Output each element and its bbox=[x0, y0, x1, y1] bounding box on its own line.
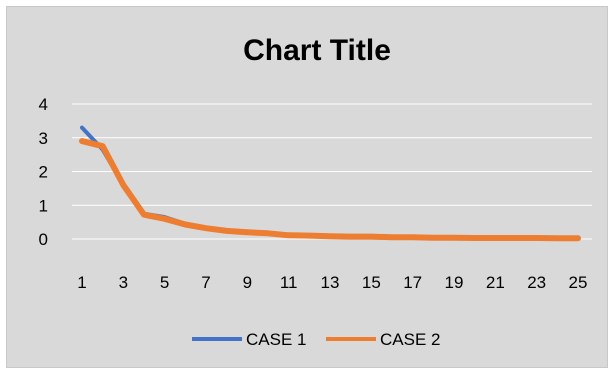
x-tick-label: 9 bbox=[243, 273, 252, 292]
chart-title: Chart Title bbox=[243, 34, 391, 67]
series-line-case-1 bbox=[80, 125, 580, 240]
x-tick-label: 15 bbox=[362, 273, 381, 292]
x-tick-label: 13 bbox=[321, 273, 340, 292]
y-tick-label: 1 bbox=[39, 196, 48, 215]
legend-label-case-1: CASE 1 bbox=[246, 330, 306, 349]
series-lines bbox=[79, 125, 581, 242]
x-tick-label: 7 bbox=[201, 273, 210, 292]
y-axis-ticks: 0 1 2 3 4 bbox=[39, 95, 48, 249]
chart-area bbox=[6, 6, 608, 368]
x-axis-ticks: 1 3 5 7 9 11 13 15 17 19 21 23 25 bbox=[77, 273, 587, 292]
legend-label-case-2: CASE 2 bbox=[380, 330, 440, 349]
legend: CASE 1 CASE 2 bbox=[192, 330, 440, 349]
y-tick-label: 4 bbox=[39, 95, 48, 114]
x-tick-label: 5 bbox=[160, 273, 169, 292]
x-tick-label: 3 bbox=[119, 273, 128, 292]
x-tick-label: 1 bbox=[77, 273, 86, 292]
y-tick-label: 3 bbox=[39, 129, 48, 148]
x-tick-label: 17 bbox=[403, 273, 422, 292]
x-tick-label: 19 bbox=[445, 273, 464, 292]
x-tick-label: 21 bbox=[486, 273, 505, 292]
series-line-case-2 bbox=[79, 138, 581, 242]
x-tick-label: 11 bbox=[280, 273, 298, 292]
y-tick-label: 0 bbox=[39, 230, 48, 249]
x-tick-label: 25 bbox=[569, 273, 588, 292]
x-tick-label: 23 bbox=[527, 273, 546, 292]
y-tick-label: 2 bbox=[39, 163, 48, 182]
